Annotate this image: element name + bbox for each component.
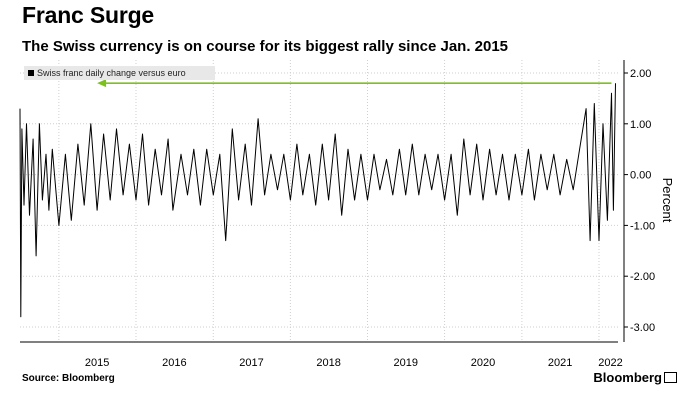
annotation-group (97, 79, 612, 88)
legend-swatch (28, 69, 34, 76)
x-axis: 2015 2016 2017 2018 2019 2020 2021 2022 (20, 341, 623, 369)
brand-label: Bloomberg (593, 370, 662, 385)
arrow-left-icon (97, 79, 107, 88)
series-line-0 (19, 83, 616, 318)
x-tick-label: 2022 (598, 357, 622, 369)
y-tick-label: 0.00 (630, 170, 651, 182)
chart-title: Franc Surge (22, 2, 155, 28)
y-tick-label: -3.00 (630, 322, 655, 334)
x-tick-label: 2015 (85, 357, 109, 369)
bloomberg-logo-icon (664, 372, 677, 383)
y-axis: 2.00 1.00 0.00 -1.00 -2.00 -3.00 (623, 60, 655, 342)
y-axis-label: Percent (660, 178, 675, 223)
x-tick-label: 2016 (162, 357, 186, 369)
source-note: Source: Bloomberg (22, 373, 115, 384)
chart-subtitle: The Swiss currency is on course for its … (22, 38, 509, 55)
x-tick-label: 2018 (316, 357, 340, 369)
y-tick-label: 1.00 (630, 119, 651, 131)
grid-lines (20, 60, 618, 342)
legend-label: Swiss franc daily change versus euro (37, 68, 186, 78)
y-tick-label: -1.00 (630, 220, 655, 232)
x-tick-label: 2021 (548, 357, 572, 369)
series-line-group (19, 83, 616, 318)
y-tick-label: 2.00 (630, 68, 651, 80)
legend: Swiss franc daily change versus euro (24, 66, 215, 80)
y-tick-label: -2.00 (630, 271, 655, 283)
x-tick-label: 2019 (393, 357, 417, 369)
x-tick-label: 2017 (239, 357, 263, 369)
x-tick-label: 2020 (471, 357, 495, 369)
